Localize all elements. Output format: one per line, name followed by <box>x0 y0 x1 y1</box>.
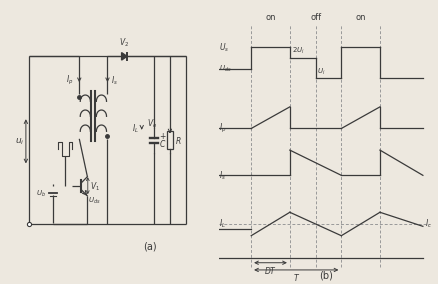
Text: $C$: $C$ <box>159 138 167 149</box>
Text: $U_{ds}$: $U_{ds}$ <box>88 196 101 206</box>
Text: +: + <box>159 132 166 141</box>
Text: $I_s$: $I_s$ <box>110 75 117 87</box>
Text: $I_p$: $I_p$ <box>219 122 226 135</box>
Text: (b): (b) <box>319 271 333 281</box>
Text: $I_s$: $I_s$ <box>219 169 226 181</box>
Text: (a): (a) <box>143 241 157 251</box>
Text: $R$: $R$ <box>175 135 182 146</box>
Text: $2U_i$: $2U_i$ <box>292 46 304 57</box>
Polygon shape <box>122 53 127 60</box>
Text: $u_i$: $u_i$ <box>15 136 25 147</box>
Text: off: off <box>310 13 321 22</box>
Text: $V_2$: $V_2$ <box>119 37 129 49</box>
Text: $I_L$: $I_L$ <box>132 123 139 135</box>
Text: $U_b$: $U_b$ <box>36 189 46 199</box>
Text: $I_p$: $I_p$ <box>67 74 74 87</box>
Text: $DT$: $DT$ <box>264 265 277 276</box>
Text: $V_o$: $V_o$ <box>147 118 157 130</box>
Text: $U_{ds}$: $U_{ds}$ <box>219 64 232 74</box>
Text: $I_L$: $I_L$ <box>219 218 226 230</box>
Bar <box>167 131 173 149</box>
Text: $V_1$: $V_1$ <box>90 180 100 193</box>
Text: $T$: $T$ <box>293 272 300 283</box>
Text: $U_i$: $U_i$ <box>317 67 326 77</box>
Text: on: on <box>265 13 276 22</box>
Text: $U_s$: $U_s$ <box>219 41 229 54</box>
Text: on: on <box>355 13 366 22</box>
Text: $I_c$: $I_c$ <box>425 218 432 230</box>
